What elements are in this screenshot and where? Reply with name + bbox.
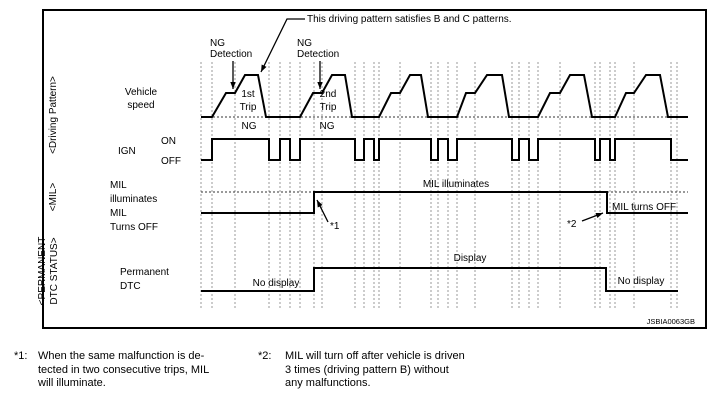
ign-off-label: OFF — [161, 156, 181, 167]
footnote-1: *1: When the same malfunction is de- tec… — [14, 350, 243, 391]
ref-1-marker: *1 — [330, 221, 340, 232]
ign-waveform — [201, 138, 688, 161]
annotation-top: This driving pattern satisfies B and C p… — [307, 14, 512, 25]
dtc-display-annotation: Display — [454, 253, 487, 264]
diagram-border — [42, 9, 707, 329]
ref-1-arrow-head — [317, 200, 323, 208]
footnote-2: *2: MIL will turn off after vehicle is d… — [258, 350, 530, 391]
ign-on-label: ON — [161, 136, 176, 147]
figure-id: JSBIA0063GB — [647, 317, 695, 326]
trip-1-ng-label: NG — [242, 121, 257, 132]
footnote-1-marker: *1: — [14, 350, 28, 362]
permanent-dtc-label: Permanent DTC — [120, 267, 169, 292]
mil-waveform — [201, 191, 688, 214]
mil-turns-off-annotation: MIL turns OFF — [612, 202, 676, 213]
dtc-no-display-annotation-1: No display — [253, 278, 300, 289]
trip-2-ng-label: NG — [320, 121, 335, 132]
dtc-no-display-annotation-2: No display — [618, 276, 665, 287]
footnote-1-text: When the same malfunction is de- tected … — [38, 350, 210, 389]
footnote-2-text: MIL will turn off after vehicle is drive… — [285, 350, 465, 389]
ng-detection-label-1: NG Detection — [210, 38, 252, 60]
ref-2-marker: *2 — [567, 219, 577, 230]
annotation-leader-arrow — [260, 18, 305, 73]
footnote-2-marker: *2: — [258, 350, 272, 362]
ref-2-arrow-head — [595, 212, 603, 219]
group-label-permanent-dtc: <PERMANENTDTC STATUS> — [37, 237, 60, 306]
mil-illuminates-annotation: MIL illuminates — [423, 179, 489, 190]
vehicle-speed-label: Vehicle speed — [125, 87, 158, 111]
permanent-dtc-waveform — [201, 267, 678, 292]
vehicle-speed-waveform — [201, 74, 688, 118]
trip-2-label: 2nd Trip — [320, 89, 337, 113]
diagram-svg: This driving pattern satisfies B and C p… — [37, 9, 707, 329]
mil-states-label: MIL illuminates MIL Turns OFF — [110, 180, 158, 233]
ng-detection-label-2: NG Detection — [297, 38, 339, 60]
annotation-leader-arrow-head — [261, 64, 267, 72]
ign-label: IGN — [118, 146, 136, 157]
group-label-mil: <MIL> — [48, 183, 59, 212]
ng-detection-arrow-2-head — [317, 82, 323, 89]
ng-detection-arrow-1-head — [230, 82, 236, 89]
trip-1-label: 1st Trip — [240, 89, 257, 113]
group-label-driving-pattern: <Driving Pattern> — [48, 76, 59, 154]
